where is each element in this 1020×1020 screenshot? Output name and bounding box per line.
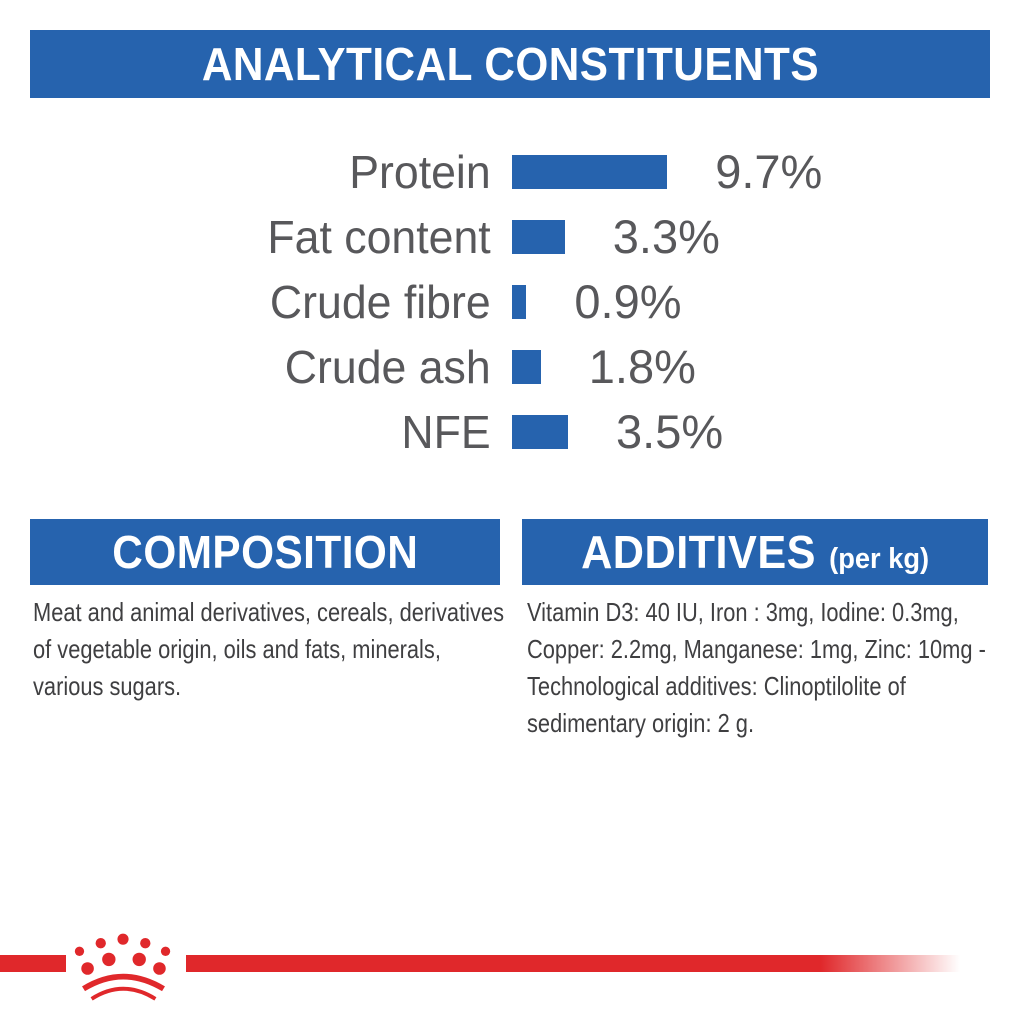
analytical-constituents-chart: Protein 9.7% Fat content 3.3% Crude fibr… [0, 139, 1020, 464]
chart-bar [512, 154, 668, 189]
chart-value-label: 3.5% [616, 405, 724, 458]
text-line: of vegetable origin, oils and fats, mine… [33, 634, 441, 664]
additives-body-text: Vitamin D3: 40 IU, Iron : 3mg, Iodine: 0… [527, 594, 986, 742]
chart-bar [512, 349, 541, 384]
text-line: Copper: 2.2mg, Manganese: 1mg, Zinc: 10m… [527, 634, 986, 664]
crown-arc-lower [90, 986, 157, 1001]
crown-dot [81, 962, 94, 975]
footer-red-stripe-right [186, 955, 960, 972]
additives-header-text: ADDITIVES (per kg) [581, 525, 929, 579]
composition-header: COMPOSITION [30, 519, 500, 585]
crown-arc-upper [82, 973, 165, 992]
analytical-constituents-title: ANALYTICAL CONSTITUENTS [201, 38, 819, 90]
chart-category-label: NFE [401, 405, 491, 458]
text-line: various sugars. [33, 671, 182, 701]
composition-title: COMPOSITION [111, 526, 419, 578]
crown-dot [160, 946, 171, 956]
text-line: sedimentary origin: 2 g. [527, 708, 755, 738]
chart-row: Crude fibre 0.9% [0, 269, 1020, 334]
crown-dot [74, 946, 85, 956]
chart-row: Protein 9.7% [0, 139, 1020, 204]
text-line: Meat and animal derivatives, cereals, de… [33, 597, 504, 627]
additives-header: ADDITIVES (per kg) [522, 519, 988, 585]
chart-category-label: Crude ash [284, 340, 491, 393]
text-line: Technological additives: Clinoptilolite … [527, 671, 906, 701]
chart-row: Crude ash 1.8% [0, 334, 1020, 399]
crown-dot [153, 962, 166, 975]
chart-category-label: Protein [349, 145, 491, 198]
footer-red-stripe-left [0, 955, 66, 972]
crown-dot [95, 938, 106, 949]
additives-title: ADDITIVES [580, 526, 816, 578]
crown-dot [117, 933, 129, 945]
crown-dot [132, 952, 146, 967]
chart-category-label: Fat content [267, 210, 491, 263]
crown-dot [102, 952, 116, 967]
chart-row: NFE 3.5% [0, 399, 1020, 464]
text-line: Vitamin D3: 40 IU, Iron : 3mg, Iodine: 0… [527, 597, 959, 627]
chart-value-label: 9.7% [715, 145, 823, 198]
chart-category-label: Crude fibre [269, 275, 491, 328]
composition-body-text: Meat and animal derivatives, cereals, de… [33, 594, 504, 705]
analytical-constituents-header: ANALYTICAL CONSTITUENTS [30, 30, 990, 98]
chart-bar [512, 414, 568, 449]
chart-row: Fat content 3.3% [0, 204, 1020, 269]
additives-subtitle: (per kg) [829, 543, 930, 575]
chart-value-label: 0.9% [574, 275, 682, 328]
crown-dot [140, 938, 151, 949]
chart-bar [512, 284, 527, 319]
chart-value-label: 1.8% [588, 340, 696, 393]
chart-bar [512, 219, 565, 254]
royal-canin-crown-logo [74, 933, 171, 1001]
chart-value-label: 3.3% [612, 210, 720, 263]
